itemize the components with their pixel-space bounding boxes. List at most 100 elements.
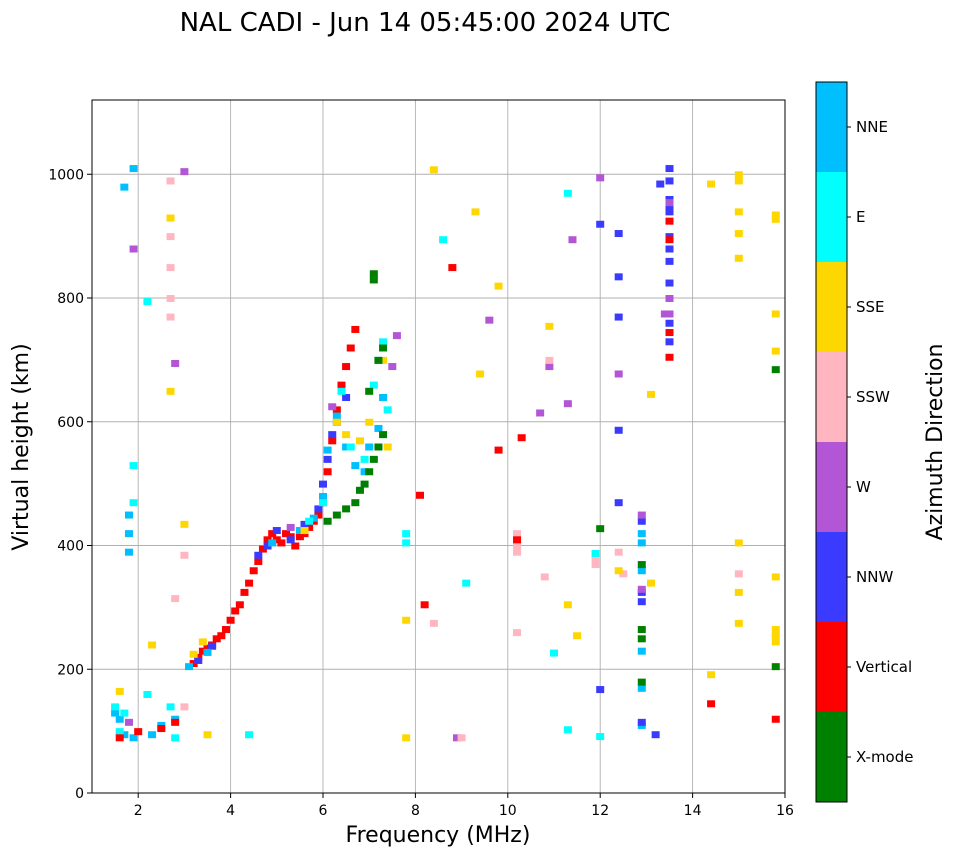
data-point bbox=[563, 400, 572, 408]
data-point bbox=[166, 313, 175, 321]
data-point bbox=[319, 499, 327, 507]
data-point bbox=[323, 446, 332, 454]
data-point bbox=[383, 443, 392, 451]
data-point bbox=[148, 731, 157, 739]
data-point bbox=[221, 626, 230, 634]
data-point bbox=[383, 406, 392, 414]
data-point bbox=[388, 363, 397, 371]
data-point bbox=[665, 310, 674, 318]
data-point bbox=[771, 211, 780, 219]
data-point bbox=[637, 517, 646, 525]
data-point bbox=[166, 703, 175, 711]
data-point bbox=[332, 418, 341, 426]
data-point bbox=[143, 691, 152, 698]
data-point bbox=[374, 443, 383, 451]
data-point bbox=[166, 214, 175, 222]
data-point bbox=[351, 499, 360, 507]
data-point bbox=[545, 322, 554, 330]
x-tick-label: 10 bbox=[499, 803, 517, 819]
data-point bbox=[637, 511, 646, 519]
data-point bbox=[148, 641, 157, 649]
data-point bbox=[323, 468, 332, 476]
data-point bbox=[309, 514, 318, 522]
x-tick-label: 4 bbox=[226, 803, 235, 819]
grid bbox=[92, 100, 786, 794]
data-point bbox=[245, 579, 254, 587]
data-point bbox=[402, 539, 411, 547]
data-point bbox=[416, 491, 425, 499]
data-point bbox=[637, 635, 646, 643]
data-point bbox=[637, 678, 646, 686]
data-point bbox=[360, 455, 369, 463]
data-point bbox=[402, 530, 411, 538]
data-point bbox=[665, 199, 674, 207]
data-point bbox=[369, 270, 378, 278]
y-tick-label: 400 bbox=[57, 539, 84, 555]
data-point bbox=[591, 549, 600, 557]
data-point bbox=[355, 437, 364, 445]
data-point bbox=[379, 356, 388, 364]
data-point bbox=[185, 663, 194, 671]
data-point bbox=[337, 381, 346, 389]
data-point bbox=[665, 279, 674, 287]
data-point bbox=[771, 632, 780, 640]
y-tick-label: 0 bbox=[75, 786, 84, 802]
data-point bbox=[328, 431, 337, 439]
data-point bbox=[342, 394, 351, 401]
data-point bbox=[379, 394, 388, 401]
data-point bbox=[771, 347, 780, 355]
data-point bbox=[129, 245, 138, 253]
data-point bbox=[226, 616, 235, 624]
data-point bbox=[536, 409, 545, 417]
data-point bbox=[129, 499, 138, 507]
data-point bbox=[115, 734, 124, 742]
data-point bbox=[452, 734, 461, 742]
data-point bbox=[614, 313, 623, 321]
data-point bbox=[124, 511, 133, 519]
data-point bbox=[369, 381, 378, 389]
data-point bbox=[550, 649, 558, 657]
data-point bbox=[637, 561, 646, 569]
colorbar-label: SSE bbox=[856, 298, 885, 316]
data-point bbox=[771, 626, 780, 634]
data-point bbox=[637, 567, 646, 575]
data-point bbox=[771, 573, 780, 581]
data-point bbox=[332, 511, 341, 519]
data-point bbox=[591, 554, 600, 562]
data-point bbox=[540, 573, 549, 581]
data-point bbox=[111, 703, 120, 711]
colorbar-segment bbox=[816, 172, 847, 262]
colorbar-label: NNW bbox=[856, 568, 893, 586]
data-point bbox=[619, 570, 628, 578]
data-point bbox=[665, 217, 674, 225]
data-point bbox=[734, 254, 743, 262]
data-point bbox=[660, 310, 669, 318]
y-axis: 0 200 400 600 800 1000 bbox=[48, 167, 92, 802]
data-point bbox=[319, 493, 327, 500]
data-point bbox=[392, 332, 401, 340]
data-point bbox=[734, 171, 743, 179]
y-tick-label: 200 bbox=[57, 662, 84, 678]
data-point bbox=[665, 257, 674, 265]
data-point bbox=[346, 344, 355, 352]
data-point bbox=[771, 715, 780, 723]
data-point bbox=[240, 588, 249, 596]
data-point bbox=[439, 236, 448, 244]
y-tick-label: 1000 bbox=[48, 167, 84, 183]
data-point bbox=[208, 642, 217, 650]
data-point bbox=[513, 548, 522, 556]
data-point bbox=[420, 601, 429, 609]
data-point bbox=[194, 656, 203, 664]
data-point bbox=[305, 523, 314, 531]
data-point bbox=[379, 431, 388, 439]
data-point bbox=[351, 325, 360, 333]
data-point bbox=[614, 548, 623, 556]
colorbar-label: SSW bbox=[856, 388, 890, 406]
data-point bbox=[365, 387, 374, 395]
data-point bbox=[180, 520, 189, 528]
data-point bbox=[286, 523, 295, 531]
data-point bbox=[734, 588, 743, 596]
data-point bbox=[771, 310, 780, 318]
data-point bbox=[517, 434, 526, 442]
